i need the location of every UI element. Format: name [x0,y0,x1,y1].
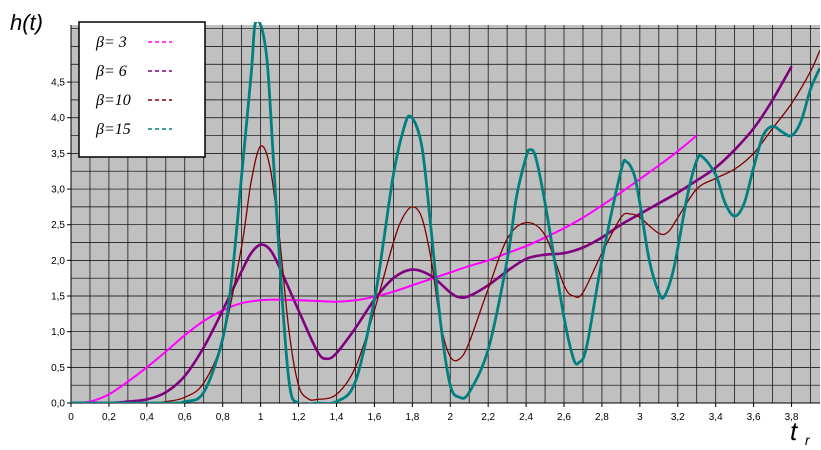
x-tick-label: 0,2 [102,412,116,423]
series-line-beta-10 [71,49,820,403]
x-tick-label: 0 [68,412,74,423]
legend-label: β=10 [95,92,131,109]
y-tick-label: 2,0 [51,256,65,267]
x-tick-label: 2,2 [481,412,495,423]
series-group [71,22,820,403]
x-tick-label: 0,8 [216,412,230,423]
series-line-beta-6 [71,65,793,403]
legend-label: β= 3 [95,34,127,51]
x-axis-title: t [790,416,799,446]
y-axis-title: h(t) [10,10,43,35]
y-tick-label: 0,5 [51,363,65,374]
x-tick-label: 3,2 [671,412,685,423]
y-tick-label: 4,5 [51,78,65,89]
y-tick-label: 2,5 [51,220,65,231]
series-line-beta-3 [71,134,698,403]
x-tick-label: 1,6 [367,412,381,423]
y-tick-label: 3,0 [51,185,65,196]
legend: β= 3 β= 6 β=10 β=15 [78,21,206,158]
x-tick-label: 3,8 [785,412,799,423]
y-tick-label: 0,0 [51,399,65,410]
legend-label: β=15 [95,121,131,138]
x-tick-label: 3,4 [709,412,723,423]
y-tick-label: 4,0 [51,113,65,124]
x-tick-label: 2 [447,412,453,423]
x-axis-title-subscript: r [805,432,811,448]
x-tick-label: 1,2 [292,412,306,423]
y-tick-label: 1,0 [51,327,65,338]
x-tick-label: 0,6 [178,412,192,423]
y-tick-label: 1,5 [51,292,65,303]
y-tick-labels: 0,0 0,5 1,0 1,5 2,0 2,5 3,0 3,5 4,0 4,5 [51,78,65,410]
legend-label: β= 6 [95,63,127,80]
series-line-beta-15 [71,22,820,403]
x-tick-label: 2,4 [519,412,533,423]
y-tick-label: 3,5 [51,149,65,160]
x-tick-label: 2,6 [557,412,571,423]
legend-box [78,21,206,158]
x-tick-label: 1 [258,412,264,423]
x-tick-label: 1,4 [330,412,344,423]
x-tick-label: 3 [637,412,643,423]
legend-items: β= 3 β= 6 β=10 β=15 [95,34,172,138]
x-tick-label: 0,4 [140,412,154,423]
x-tick-labels: 0 0,2 0,4 0,6 0,8 1 1,2 1,4 1,6 1,8 2 2,2 2,4 2,6 2,8 3… [68,412,799,423]
x-tick-label: 1,8 [405,412,419,423]
axes [67,25,820,407]
x-tick-label: 2,8 [595,412,609,423]
x-tick-label: 3,6 [747,412,761,423]
